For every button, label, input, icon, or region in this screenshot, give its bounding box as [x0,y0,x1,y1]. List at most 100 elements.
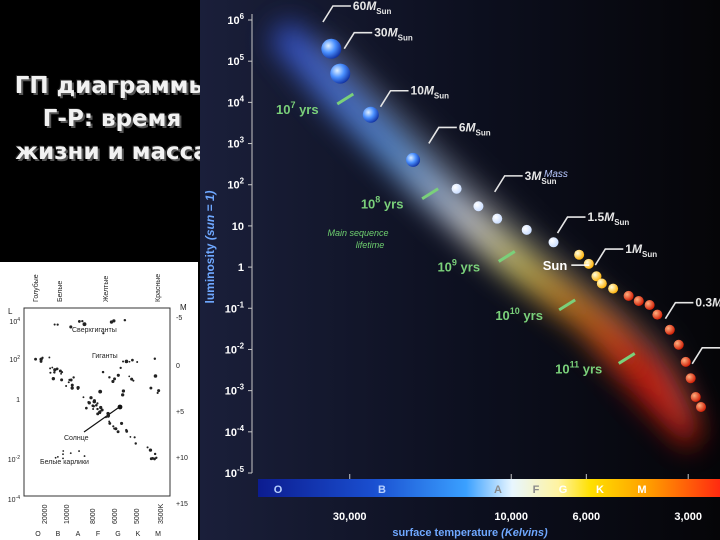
star-point [406,152,421,167]
lifetime-arrow [617,352,636,365]
inset-star-dot [149,386,153,390]
inset-star-dot [108,422,112,425]
mass-label: 1.5MSun [588,210,630,227]
lifetime-arrow [336,92,355,106]
inset-star-dot [70,386,74,390]
inset-star-dot [82,396,85,399]
mass-leader-line [379,89,409,108]
y-tick-label: 1 [238,262,244,274]
x-tick-label: 3,000 [674,511,702,523]
inset-spectral-class: O [35,531,41,538]
inset-star-dot [77,320,81,323]
inset-star-dot [58,369,62,373]
star-point [680,356,691,367]
y-tick-label: 105 [227,53,244,68]
inset-star-dot [155,456,158,459]
inset-star-dot [133,436,136,439]
inset-star-dot [85,406,88,410]
lifetime-label: 109 yrs [437,257,480,274]
inset-star-dot [124,359,129,364]
inset-star-dot [128,375,131,378]
inset-star-dot [56,455,59,458]
y-tick-label: 10-5 [225,465,245,480]
inset-giants-label: Гиганты [92,353,118,360]
inset-star-dot [96,407,99,411]
inset-star-dot [116,430,120,434]
inset-right-axis-label: M [180,303,187,312]
inset-star-dot [112,425,115,428]
inset-star-dot [89,396,93,400]
inset-star-dot [78,450,80,452]
inset-left-axis-label: L [8,307,13,316]
star-point [685,373,696,384]
inset-star-dot [53,323,56,326]
inset-star-dot [134,442,137,445]
mass-label: 30MSun [374,26,413,43]
inset-star-dot [149,457,153,461]
inset-sun-arrow [83,407,119,433]
inset-star-dot [111,379,115,384]
spectral-bar [258,479,720,497]
inset-star-dot [53,371,55,374]
inset-star-dot [96,412,100,416]
star-point [321,38,342,59]
lifetime-arrow [421,187,439,200]
x-tick-label: 6,000 [573,511,601,523]
y-tick-label: 10-1 [225,300,245,315]
inset-star-dot [82,322,87,327]
inset-star-dot [153,457,156,461]
inset-star-dot [51,366,54,369]
classic-hr-diagram-inset: Голубые Белые Желтые Красные L M 104 102 1 10-2 10… [0,262,198,540]
inset-star-dot [60,372,63,375]
inset-star-dot [99,410,102,413]
inset-star-dot [95,403,98,407]
lifetime-caption-line-1: Main sequence [327,228,388,238]
star-point [690,392,701,403]
inset-star-dot [53,368,57,372]
sun-label: Sun [543,258,568,273]
lifetime-label: 107 yrs [276,100,319,117]
inset-star-dot [70,383,74,387]
inset-star-dot [109,320,114,324]
inset-star-dot [106,414,111,418]
inset-star-dot [69,325,73,329]
inset-star-dot [65,384,68,387]
spectral-class-label: F [533,484,540,496]
inset-star-dot [119,366,122,370]
inset-star-dot [83,455,86,457]
inset-star-dot [104,416,107,419]
inset-color-label: Красные [155,274,162,302]
inset-star-dot [120,421,124,425]
inset-star-dot [62,453,64,456]
inset-star-dot [113,377,117,381]
inset-star-dot [72,376,75,379]
inset-star-dot [125,429,129,433]
inset-star-dot [153,452,157,456]
star-point [664,324,675,335]
inset-star-dot [156,391,159,395]
inset-temperature-tick: 10000 [64,504,71,524]
inset-left-tick: 10-4 [8,495,20,504]
lifetime-label: 1010 yrs [495,306,543,323]
inset-white-dwarfs-label: Белые карлики [40,459,89,466]
mass-label: Mass [544,169,568,180]
y-tick-label: 10-4 [225,424,245,439]
inset-star-dot [92,408,95,410]
star-point [473,201,484,212]
inset-star-dot [62,450,65,452]
inset-spectral-class: G [115,531,120,538]
y-axis-label: luminosity (sun = 1) [203,190,217,303]
star-point [574,249,585,260]
star-point [548,237,559,248]
inset-temperature-tick: 5000 [134,508,141,524]
inset-star-dot [92,400,97,404]
inset-left-tick: 102 [9,355,20,364]
inset-star-dot [87,401,91,405]
inset-left-tick: 1 [16,397,20,404]
spectral-class-label: O [274,484,283,496]
star-point [644,300,655,311]
inset-color-label: Белые [57,281,64,302]
inset-star-dot [101,370,105,374]
inset-star-dot [148,448,153,452]
inset-star-dot [146,446,149,449]
